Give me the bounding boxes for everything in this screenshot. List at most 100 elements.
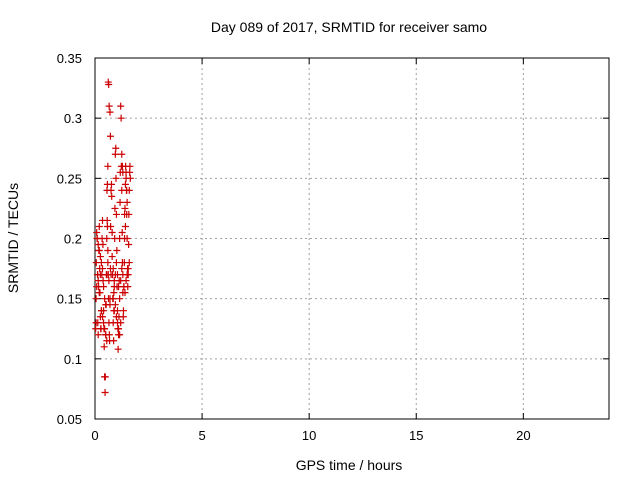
data-point <box>118 265 126 273</box>
x-tick-label: 20 <box>516 428 530 443</box>
y-tick-labels: 0.05 0.1 0.15 0.2 0.25 0.3 0.35 <box>57 51 82 427</box>
data-point <box>103 186 111 194</box>
data-point <box>121 180 129 188</box>
data-point <box>105 277 113 285</box>
data-point <box>94 241 102 249</box>
data-point <box>97 307 105 315</box>
data-point <box>103 180 111 188</box>
data-point <box>107 222 115 230</box>
data-point <box>103 235 111 242</box>
data-point <box>110 289 118 297</box>
data-point <box>125 241 133 249</box>
data-point <box>95 247 103 255</box>
data-point <box>115 325 123 333</box>
data-point <box>112 210 120 218</box>
grid <box>95 58 609 419</box>
data-point <box>92 295 100 303</box>
data-point <box>104 162 112 170</box>
data-point <box>116 331 124 339</box>
data-point <box>122 277 130 285</box>
data-point <box>98 265 106 273</box>
data-point <box>104 259 112 267</box>
data-point <box>93 283 101 291</box>
data-point <box>106 132 114 140</box>
data-point <box>111 150 119 158</box>
data-point <box>111 204 119 212</box>
data-point <box>97 259 105 267</box>
data-point <box>123 198 131 206</box>
data-point <box>120 283 128 291</box>
y-tick-label: 0.15 <box>57 292 82 307</box>
data-point <box>100 283 108 291</box>
data-point <box>116 295 124 303</box>
data-point <box>110 337 118 345</box>
data-point <box>123 235 131 242</box>
data-point <box>119 313 127 321</box>
data-point <box>106 108 114 116</box>
data-point <box>121 222 129 230</box>
x-tick-label: 0 <box>91 428 98 443</box>
data-point <box>112 313 120 321</box>
data-point <box>114 345 122 353</box>
data-point <box>118 162 126 170</box>
data-point <box>100 343 108 351</box>
data-point <box>111 301 119 309</box>
data-points <box>92 78 134 397</box>
data-point <box>95 222 103 230</box>
data-point <box>119 307 127 315</box>
data-point <box>124 265 132 273</box>
data-point <box>126 168 134 176</box>
data-point <box>95 289 103 297</box>
data-point <box>117 319 125 327</box>
y-tick-label: 0.25 <box>57 171 82 186</box>
data-point <box>123 186 131 194</box>
y-tick-label: 0.2 <box>64 232 82 247</box>
y-tick-label: 0.1 <box>64 352 82 367</box>
data-point <box>108 228 116 236</box>
data-point <box>105 102 113 110</box>
chart-title: Day 089 of 2017, SRMTID for receiver sam… <box>211 19 487 35</box>
x-tick-label: 15 <box>409 428 423 443</box>
data-point <box>101 325 109 333</box>
data-point <box>101 389 109 397</box>
data-point <box>93 235 101 242</box>
data-point <box>116 198 124 206</box>
y-tick-label: 0.3 <box>64 111 82 126</box>
data-point <box>101 373 109 381</box>
data-point <box>108 253 116 261</box>
data-point <box>119 168 127 176</box>
y-tick-label: 0.35 <box>57 51 82 66</box>
data-point <box>102 301 110 309</box>
data-point <box>118 228 126 236</box>
data-point <box>96 271 104 279</box>
x-tick-label: 5 <box>198 428 205 443</box>
data-point <box>121 289 129 297</box>
data-point <box>117 114 125 122</box>
data-point <box>94 277 102 285</box>
data-point <box>103 216 111 224</box>
data-point <box>118 150 126 158</box>
data-point <box>113 247 121 255</box>
data-point <box>125 259 133 267</box>
data-point <box>112 259 120 267</box>
x-tick-label: 10 <box>302 428 316 443</box>
x-axis-label: GPS time / hours <box>296 457 403 473</box>
data-point <box>122 174 130 182</box>
y-tick-label: 0.05 <box>57 412 82 427</box>
x-tick-labels: 0 5 10 15 20 <box>91 428 530 443</box>
data-point <box>123 271 131 279</box>
data-point <box>98 313 106 321</box>
data-point <box>100 319 108 327</box>
data-point <box>121 204 129 212</box>
data-point <box>108 192 116 200</box>
data-point <box>96 253 104 261</box>
data-point <box>112 174 120 182</box>
data-point <box>112 144 120 152</box>
data-point <box>93 228 101 236</box>
data-point <box>110 307 118 315</box>
data-point <box>104 247 112 255</box>
data-point <box>103 337 111 345</box>
data-point <box>102 331 110 339</box>
y-axis-label: SRMTID / TECUs <box>5 183 21 293</box>
